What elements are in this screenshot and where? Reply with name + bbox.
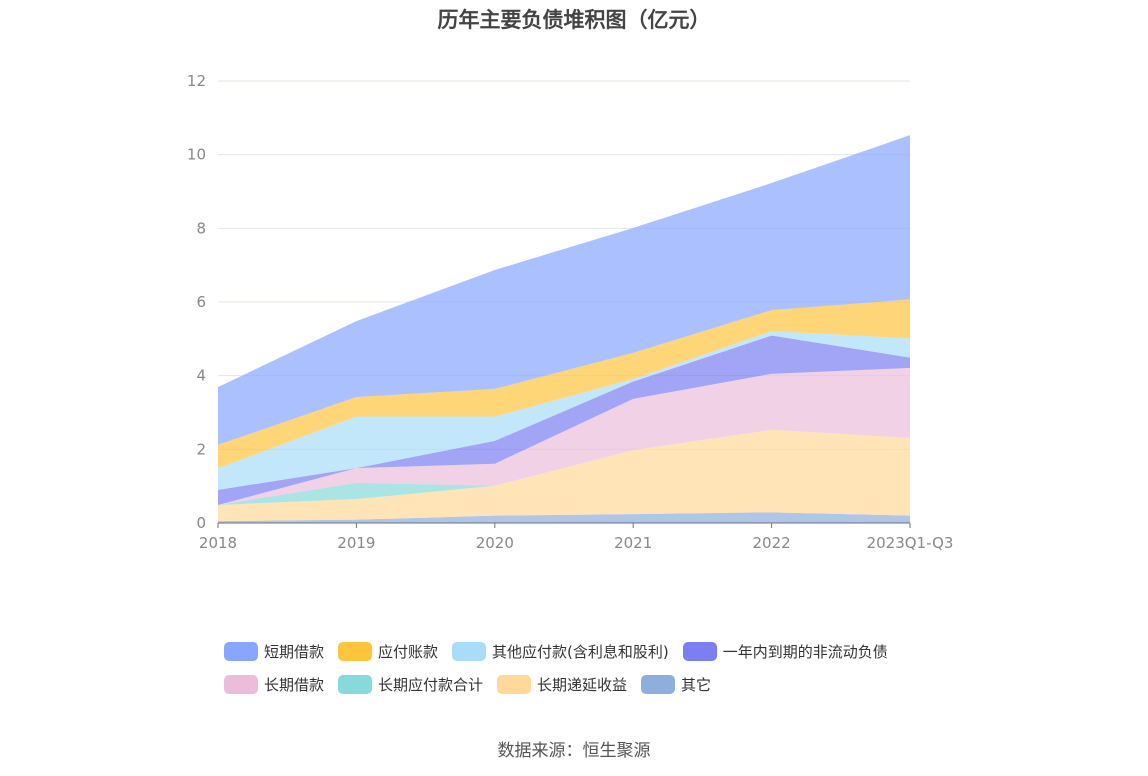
legend-item[interactable]: 应付账款 (338, 641, 438, 662)
legend-item[interactable]: 其他应付款(含利息和股利) (452, 641, 669, 662)
legend-swatch (338, 642, 373, 661)
stacked-area-chart: 0 2 4 6 8 10 12 2018 2019 2020 2021 2022 2023Q1-Q3 (187, 72, 954, 552)
legend-label: 长期借款 (264, 676, 325, 694)
legend-item[interactable]: 一年内到期的非流动负债 (682, 641, 888, 662)
legend-swatch (224, 675, 258, 694)
x-tick-label: 2022 (753, 534, 791, 552)
legend-label: 长期递延收益 (537, 676, 628, 694)
legend-label: 一年内到期的非流动负债 (722, 643, 888, 661)
area-series-应付账款 (218, 299, 910, 469)
legend-swatch (682, 642, 717, 661)
legend-row: 长期借款 长期应付款合计 长期递延收益 其它 (224, 674, 711, 695)
x-tick-label: 2021 (614, 534, 652, 552)
legend-swatch (641, 675, 676, 694)
legend-label: 长期应付款合计 (378, 676, 484, 694)
legend-swatch (497, 675, 532, 694)
y-tick-label: 0 (196, 514, 206, 532)
legend-label: 其他应付款(含利息和股利) (492, 643, 669, 661)
area-series-短期借款 (218, 135, 910, 445)
legend-item[interactable]: 长期递延收益 (497, 674, 627, 695)
area-series-长期应付款合计 (218, 429, 910, 505)
x-tick-label: 2018 (199, 534, 237, 552)
legend-item[interactable]: 其它 (641, 674, 711, 695)
y-tick-label: 6 (196, 293, 206, 311)
chart-title: 历年主要负债堆积图（亿元） (437, 8, 711, 32)
data-source: 数据来源：恒生聚源 (497, 741, 651, 761)
y-tick-label: 10 (187, 146, 206, 164)
legend-label: 其它 (681, 676, 712, 694)
legend-item[interactable]: 长期应付款合计 (338, 674, 483, 695)
y-tick-label: 4 (196, 367, 206, 385)
y-tick-label: 12 (187, 72, 206, 90)
legend-label: 应付账款 (378, 643, 439, 661)
y-tick-label: 2 (196, 440, 206, 458)
area-series-一年内到期的非流动负债 (218, 335, 910, 505)
area-series-长期递延收益 (218, 429, 910, 522)
x-tick-label: 2023Q1-Q3 (867, 534, 954, 552)
legend-row: 短期借款 应付账款 其他应付款(含利息和股利) 一年内到期的非流动负债 (224, 641, 888, 662)
area-series-其它 (218, 512, 910, 523)
legend-swatch (224, 642, 258, 661)
x-tick-label: 2019 (337, 534, 375, 552)
area-series-其他应付款(含利息和股利) (218, 331, 910, 490)
legend-swatch (452, 642, 487, 661)
legend-label: 短期借款 (264, 643, 325, 661)
legend-item[interactable]: 长期借款 (224, 674, 324, 695)
legend-item[interactable]: 短期借款 (224, 641, 324, 662)
area-series-长期借款 (218, 367, 910, 505)
legend-swatch (338, 675, 373, 694)
y-tick-label: 8 (196, 219, 206, 237)
x-tick-label: 2020 (476, 534, 514, 552)
